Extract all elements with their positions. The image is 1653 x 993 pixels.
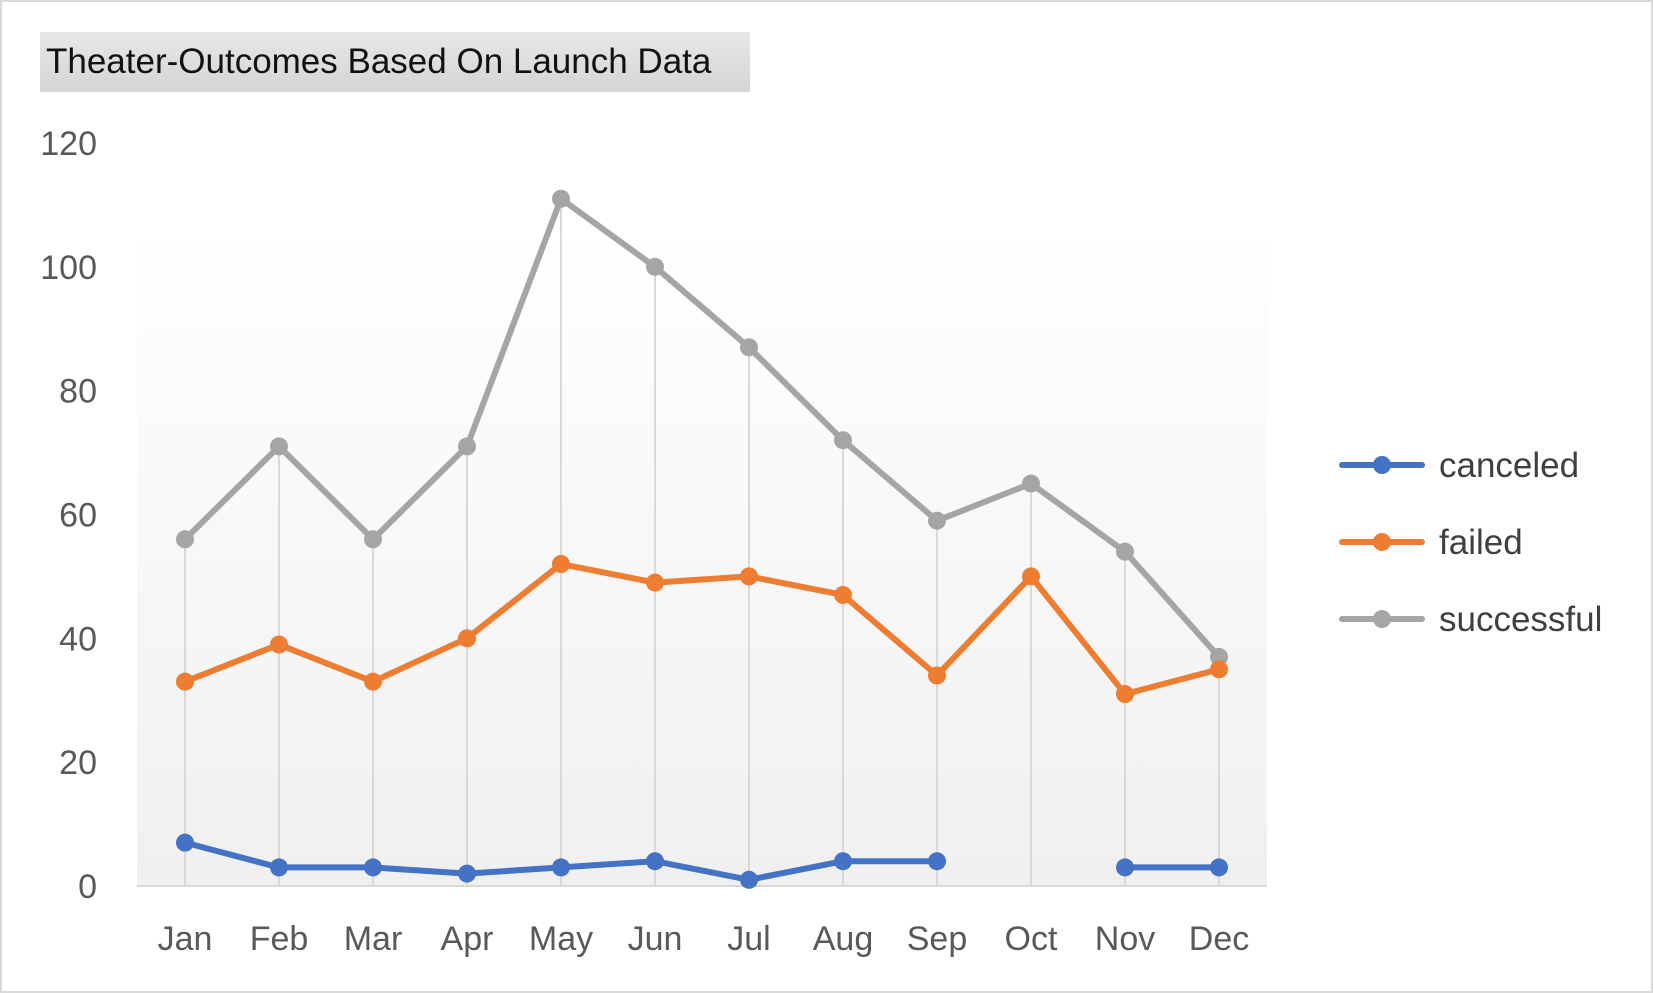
data-point-failed-oct [1022,567,1040,586]
data-point-successful-jul [740,338,758,357]
data-point-failed-jan [176,672,194,691]
data-point-successful-mar [364,530,382,549]
data-point-successful-sep [928,511,946,530]
chart-title-box: Theater-Outcomes Based On Launch Data [40,32,750,92]
x-tick-label: Jan [158,920,213,958]
x-tick-label: Feb [250,920,309,958]
legend-item-canceled: canceled [1339,446,1579,485]
x-tick-label: Jul [727,920,770,958]
x-tick-label: Mar [344,920,403,958]
y-tick-label: 60 [59,497,97,535]
y-tick-label: 80 [59,373,97,411]
x-tick-label: Apr [441,920,494,958]
y-axis-ticks: 0 20 40 60 80 100 120 [40,125,97,906]
data-point-failed-nov [1116,685,1134,704]
plot-area [137,226,1267,886]
legend-label: failed [1439,523,1523,562]
x-tick-label: Nov [1095,920,1155,958]
data-point-canceled-sep [928,852,946,871]
x-tick-label: Sep [907,920,968,958]
data-point-failed-jun [646,573,664,592]
data-point-canceled-nov [1116,858,1134,877]
data-point-canceled-jun [646,852,664,871]
data-point-successful-aug [834,431,852,450]
data-point-canceled-jul [740,870,758,889]
data-point-failed-apr [458,629,476,648]
data-point-canceled-dec [1210,858,1228,877]
data-point-canceled-aug [834,852,852,871]
legend-swatch-marker [1373,533,1391,551]
legend-label: canceled [1439,446,1579,485]
data-point-failed-may [552,555,570,574]
x-tick-label: Aug [813,920,874,958]
x-axis-ticks: Jan Feb Mar Apr May Jun Jul Aug Sep Oct Nov Dec [158,920,1250,958]
y-tick-label: 40 [59,620,97,658]
data-point-successful-oct [1022,474,1040,493]
data-point-successful-may [552,189,570,208]
data-point-canceled-jan [176,833,194,852]
x-tick-label: Jun [628,920,683,958]
data-point-successful-apr [458,437,476,456]
data-point-failed-jul [740,567,758,586]
x-tick-label: May [529,920,593,958]
legend-item-successful: successful [1339,600,1602,639]
legend-swatch-marker [1373,456,1391,474]
x-tick-label: Dec [1189,920,1249,958]
data-point-canceled-apr [458,864,476,883]
legend: canceled failed successful [1339,446,1602,639]
data-point-canceled-mar [364,858,382,877]
series-layer [176,189,1228,889]
legend-item-failed: failed [1339,523,1523,562]
series-failed [176,555,1228,704]
series-line-successful [182,195,1222,660]
data-point-successful-nov [1116,542,1134,561]
data-point-successful-dec [1210,647,1228,666]
series-successful [176,189,1228,666]
data-point-successful-jun [646,257,664,276]
y-tick-label: 100 [40,249,97,287]
legend-label: successful [1439,600,1602,639]
data-point-failed-sep [928,666,946,685]
data-point-successful-feb [270,437,288,456]
x-tick-label: Oct [1005,920,1058,958]
chart-title: Theater-Outcomes Based On Launch Data [46,42,712,81]
data-point-canceled-may [552,858,570,877]
series-canceled [176,833,1228,889]
y-tick-label: 20 [59,744,97,782]
data-point-failed-aug [834,585,852,604]
y-tick-label: 120 [40,125,97,163]
data-point-failed-dec [1210,660,1228,679]
drop-lines [184,198,1220,886]
data-point-failed-feb [270,635,288,654]
data-point-failed-mar [364,672,382,691]
series-line-failed [182,561,1222,698]
y-tick-label: 0 [78,868,97,906]
data-point-successful-jan [176,530,194,549]
legend-swatch-marker [1373,610,1391,628]
data-point-canceled-feb [270,858,288,877]
